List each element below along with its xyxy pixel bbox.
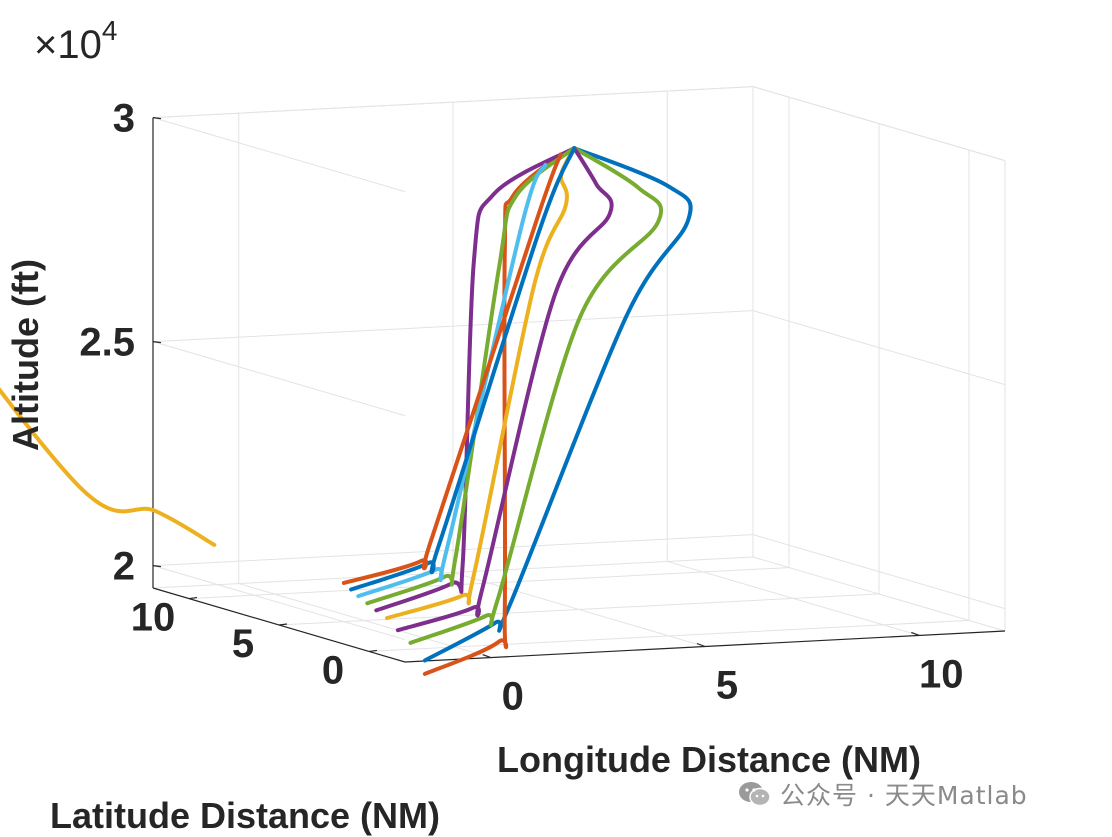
z-tick-mark (152, 117, 162, 120)
z-tick-mark (152, 565, 162, 568)
series-line-4 (395, 146, 614, 633)
y-tick-mark (368, 649, 378, 653)
grid-y-line (188, 567, 790, 600)
z-tick-label: 3 (113, 97, 135, 141)
grid-lines (152, 86, 1006, 659)
y-axis-label: Latitude Distance (NM) (50, 795, 440, 836)
x-tick-label: 10 (919, 652, 964, 696)
z-tick-label: 2 (113, 545, 135, 589)
tick-labels: 0 5 10 0 5 10 2 2.5 3 (79, 97, 963, 719)
series-line-9 (349, 146, 577, 592)
watermark: 公众号 · 天天Matlab (738, 776, 1028, 812)
series-line-1 (422, 146, 693, 663)
grid-z-line (152, 565, 406, 641)
series-group (0, 146, 693, 676)
z-axis-label: Altitude (ft) (5, 259, 46, 451)
x-axis-label: Longitude Distance (NM) (497, 739, 921, 780)
series-line-2 (422, 152, 563, 676)
wechat-icon (739, 782, 771, 807)
z-exponent-label: ×104 (34, 15, 117, 67)
series-line-8 (356, 162, 548, 599)
series-line-5 (385, 146, 577, 621)
grid-y-line (278, 593, 880, 626)
x-tick-label: 5 (716, 664, 738, 708)
x-tick-label: 0 (502, 675, 524, 719)
axes-lines (152, 117, 1006, 663)
watermark-text: 公众号 · 天天Matlab (780, 781, 1028, 810)
x-tick-mark (482, 654, 491, 659)
x-tick-mark (911, 631, 920, 636)
y-tick-label: 10 (131, 596, 176, 640)
series-line-10 (341, 152, 563, 585)
y-tick-mark (188, 596, 198, 600)
grid-y-line (368, 619, 970, 652)
y-tick-mark (278, 623, 288, 626)
grid-z-line (152, 341, 406, 417)
grid-z-line (152, 117, 406, 193)
series-line-3 (408, 146, 664, 645)
x-tick-mark (696, 642, 706, 648)
y-tick-label: 5 (232, 622, 254, 666)
series-line-11 (0, 387, 217, 547)
z-tick-label: 2.5 (79, 321, 135, 365)
z-tick-mark (152, 341, 162, 344)
y-tick-label: 0 (322, 648, 344, 692)
